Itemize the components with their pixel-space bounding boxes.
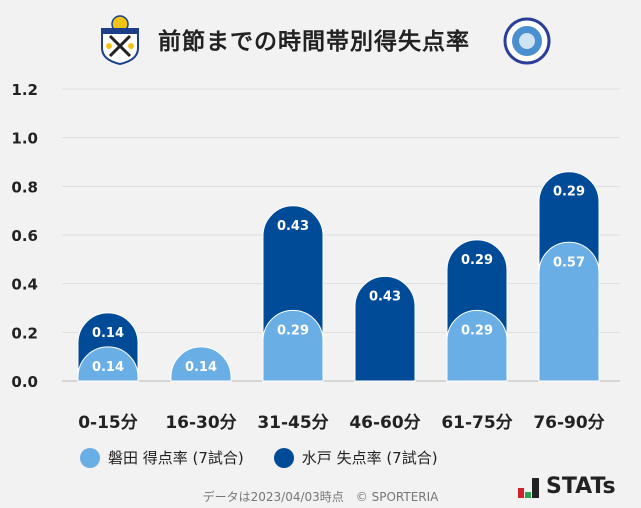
x-tick-label: 31-45分 xyxy=(257,413,328,433)
data-label-iwata: 0.14 xyxy=(92,360,124,375)
stats-bars-icon xyxy=(518,478,539,498)
legend-item-mito: 水戸 失点率 (7試合) xyxy=(273,447,438,468)
legend-label: 水戸 失点率 (7試合) xyxy=(301,449,438,467)
x-tick-label: 0-15分 xyxy=(78,413,138,433)
footer-note: データは2023/04/03時点 © SPORTERIA xyxy=(202,490,439,504)
data-label-iwata: 0.14 xyxy=(185,360,217,375)
data-label-iwata: 0.29 xyxy=(277,323,309,338)
data-label-mito: 0.43 xyxy=(277,219,309,234)
chart-title: 前節までの時間帯別得失点率 xyxy=(158,29,470,55)
x-tick-label: 61-75分 xyxy=(441,413,512,433)
legend: 磐田 得点率 (7試合) 水戸 失点率 (7試合) xyxy=(80,447,438,468)
legend-swatch-light-blue xyxy=(80,447,100,468)
data-label-mito: 0.43 xyxy=(369,289,401,304)
stats-brand: STATs xyxy=(518,476,616,498)
y-tick-label: 0.4 xyxy=(11,276,38,294)
bar-iwata-scored xyxy=(170,346,232,382)
y-tick-label: 1.0 xyxy=(11,130,38,148)
x-tick-label: 76-90分 xyxy=(533,413,604,433)
legend-label: 磐田 得点率 (7試合) xyxy=(108,449,244,467)
data-label-mito: 0.14 xyxy=(92,326,124,341)
data-label-iwata: 0.57 xyxy=(553,255,585,270)
bar-iwata-scored xyxy=(77,346,139,382)
bar-iwata-scored xyxy=(538,241,600,382)
legend-swatch-dark-blue xyxy=(273,447,294,468)
data-label-mito: 0.29 xyxy=(553,185,585,200)
y-tick-label: 0.2 xyxy=(11,324,38,342)
legend-item-iwata: 磐田 得点率 (7試合) xyxy=(80,447,244,468)
mito-hollyhock-logo xyxy=(503,17,551,69)
x-tick-label: 16-30分 xyxy=(165,413,236,433)
jubilo-iwata-logo xyxy=(97,14,143,70)
data-label-iwata: 0.29 xyxy=(461,323,493,338)
bar-iwata-scored xyxy=(446,310,508,382)
data-label-mito: 0.29 xyxy=(461,253,493,268)
bar-iwata-scored xyxy=(262,310,324,382)
y-tick-label: 1.2 xyxy=(11,81,38,99)
x-tick-label: 46-60分 xyxy=(349,413,420,433)
y-tick-label: 0.0 xyxy=(11,373,38,391)
bar-mito-conceded xyxy=(354,275,416,382)
y-tick-label: 0.8 xyxy=(11,178,38,196)
bar-chart: 0.0 0.2 0.4 0.6 0.8 1.0 1.2 0.14 0.14 0-15分 0.14 16… xyxy=(11,81,620,433)
y-tick-label: 0.6 xyxy=(11,227,38,245)
